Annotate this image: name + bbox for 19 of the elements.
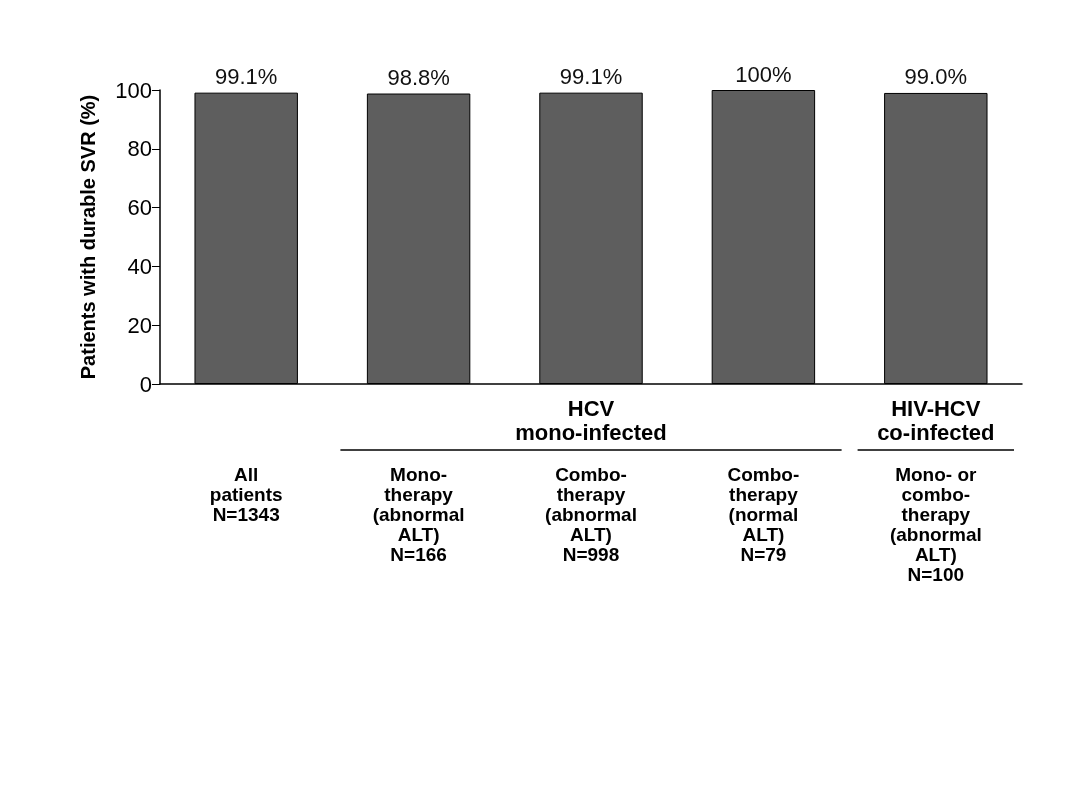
y-tick-label: 0 <box>139 371 152 397</box>
y-tick-label: 60 <box>127 195 152 221</box>
y-tick-label: 80 <box>127 136 152 162</box>
x-tick-label: Mono- or combo- therapy (abnormal ALT) N=100 <box>889 463 982 585</box>
x-tick-label: Combo- therapy (abnormal ALT) N=998 <box>545 463 637 565</box>
x-tick-label: Combo- therapy (normal ALT) N=79 <box>727 463 800 565</box>
x-tick-label: Mono- therapy (abnormal ALT) N=166 <box>372 463 465 565</box>
data-label: 99.0% <box>904 64 967 90</box>
data-label: 99.1% <box>215 64 278 90</box>
x-tick-label: All patients N=1343 <box>209 463 283 525</box>
y-axis-title: Patients with durable SVR (%) <box>77 94 99 380</box>
data-label: 99.1% <box>559 64 623 90</box>
y-tick-label: 40 <box>127 253 152 279</box>
data-label: 100% <box>735 61 792 87</box>
y-tick-label: 100 <box>115 77 152 103</box>
text: HCV mono-infected <box>515 395 667 445</box>
text: HIV-HCV co-infected <box>877 395 995 445</box>
y-tick-label: 20 <box>127 312 152 338</box>
data-label: 98.8% <box>387 65 450 91</box>
